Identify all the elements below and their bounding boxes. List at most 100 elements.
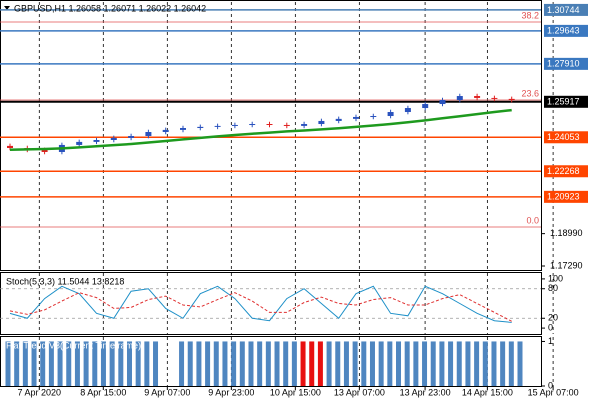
trend-title: Flat Trend V3(Current Timeframe)	[6, 340, 141, 350]
bar	[100, 341, 106, 386]
bar	[283, 341, 289, 386]
bar	[179, 341, 185, 386]
bar	[66, 341, 72, 386]
x-tick-label: 14 Apr 15:00	[462, 387, 513, 397]
y-tick-label: 80	[548, 283, 558, 293]
bar	[74, 341, 80, 386]
bar	[196, 341, 202, 386]
bar	[387, 341, 393, 386]
candle-body	[439, 100, 446, 105]
y-tick-label: 100	[548, 273, 563, 283]
bar	[326, 341, 332, 386]
candle-body	[422, 104, 429, 109]
level-label: 1.25917	[547, 97, 580, 107]
bar	[343, 341, 349, 386]
y-tick-label: 1	[548, 336, 553, 346]
bar	[213, 341, 219, 386]
fib-label: 38.2	[521, 10, 539, 20]
bar	[430, 341, 436, 386]
level-label-box	[544, 57, 588, 70]
candle-body	[231, 124, 238, 126]
level-label-box	[544, 3, 588, 16]
bar	[508, 341, 514, 386]
bar	[231, 341, 237, 386]
x-tick-label: 13 Apr 23:00	[400, 387, 451, 397]
bar	[222, 341, 228, 386]
price-panel	[0, 0, 542, 271]
level-label-box	[544, 190, 588, 203]
bar	[5, 341, 11, 386]
bar	[83, 341, 89, 386]
candle-body	[508, 98, 515, 101]
bar	[57, 341, 63, 386]
x-tick-label: 15 Apr 07:00	[528, 387, 579, 397]
x-tick-label: 7 Apr 2020	[18, 387, 62, 397]
bar	[257, 341, 263, 386]
candle-body	[335, 118, 342, 121]
title-arrow	[4, 6, 10, 10]
bar	[361, 341, 367, 386]
bar	[517, 341, 523, 386]
bar	[109, 341, 115, 386]
candle-body	[128, 136, 135, 138]
y-tick-label: 1.17290	[550, 260, 583, 270]
bar	[482, 341, 488, 386]
bar	[265, 341, 271, 386]
bar	[404, 341, 410, 386]
bar	[153, 341, 159, 386]
level-label: 1.27910	[547, 59, 580, 69]
candle-body	[318, 120, 325, 125]
bar	[205, 341, 211, 386]
candle-body	[283, 124, 290, 126]
candle-body	[162, 129, 169, 133]
level-label-box	[544, 95, 588, 108]
bar	[22, 341, 28, 386]
bar	[465, 341, 471, 386]
y-tick-label: 0	[548, 380, 553, 390]
fib-label: 23.6	[521, 88, 539, 98]
level-label: 1.30744	[547, 5, 580, 15]
candle-body	[404, 108, 411, 113]
bar	[135, 341, 141, 386]
level-label: 1.29643	[547, 26, 580, 36]
candle-body	[110, 137, 117, 140]
candle-body	[145, 132, 152, 136]
candle-body	[353, 116, 359, 119]
bar	[92, 341, 98, 386]
candle-body	[197, 126, 204, 129]
x-tick-label: 8 Apr 15:00	[80, 387, 126, 397]
x-tick-label: 13 Apr 07:00	[334, 387, 385, 397]
bar	[369, 341, 375, 386]
stoch-line	[9, 285, 512, 323]
candle-body	[491, 97, 498, 99]
candle-body	[93, 139, 100, 142]
bar	[126, 341, 132, 386]
bar	[309, 341, 315, 386]
candle-body	[76, 141, 83, 145]
bar	[413, 341, 419, 386]
candle-body	[266, 124, 273, 126]
y-tick-label: 0	[548, 322, 553, 332]
bar	[14, 341, 20, 386]
bar	[491, 341, 497, 386]
bar	[335, 341, 341, 386]
x-tick-label: 9 Apr 07:00	[144, 387, 190, 397]
stoch-panel	[0, 272, 542, 335]
level-label-box	[544, 24, 588, 37]
candle-body	[456, 96, 463, 101]
candle-body	[41, 149, 48, 152]
bar	[317, 341, 323, 386]
stoch-title: Stoch(5,3,3) 11.5044 13.8218	[6, 276, 124, 286]
bar	[422, 341, 428, 386]
level-label: 1.22268	[547, 166, 580, 176]
y-tick-label: 20	[548, 313, 558, 323]
fib-label: 0.0	[526, 215, 539, 225]
level-label-box	[544, 165, 588, 178]
moving-average	[9, 108, 512, 151]
bar	[396, 341, 402, 386]
bar	[378, 341, 384, 386]
bar	[448, 341, 454, 386]
bar	[31, 341, 37, 386]
bar	[300, 341, 306, 386]
